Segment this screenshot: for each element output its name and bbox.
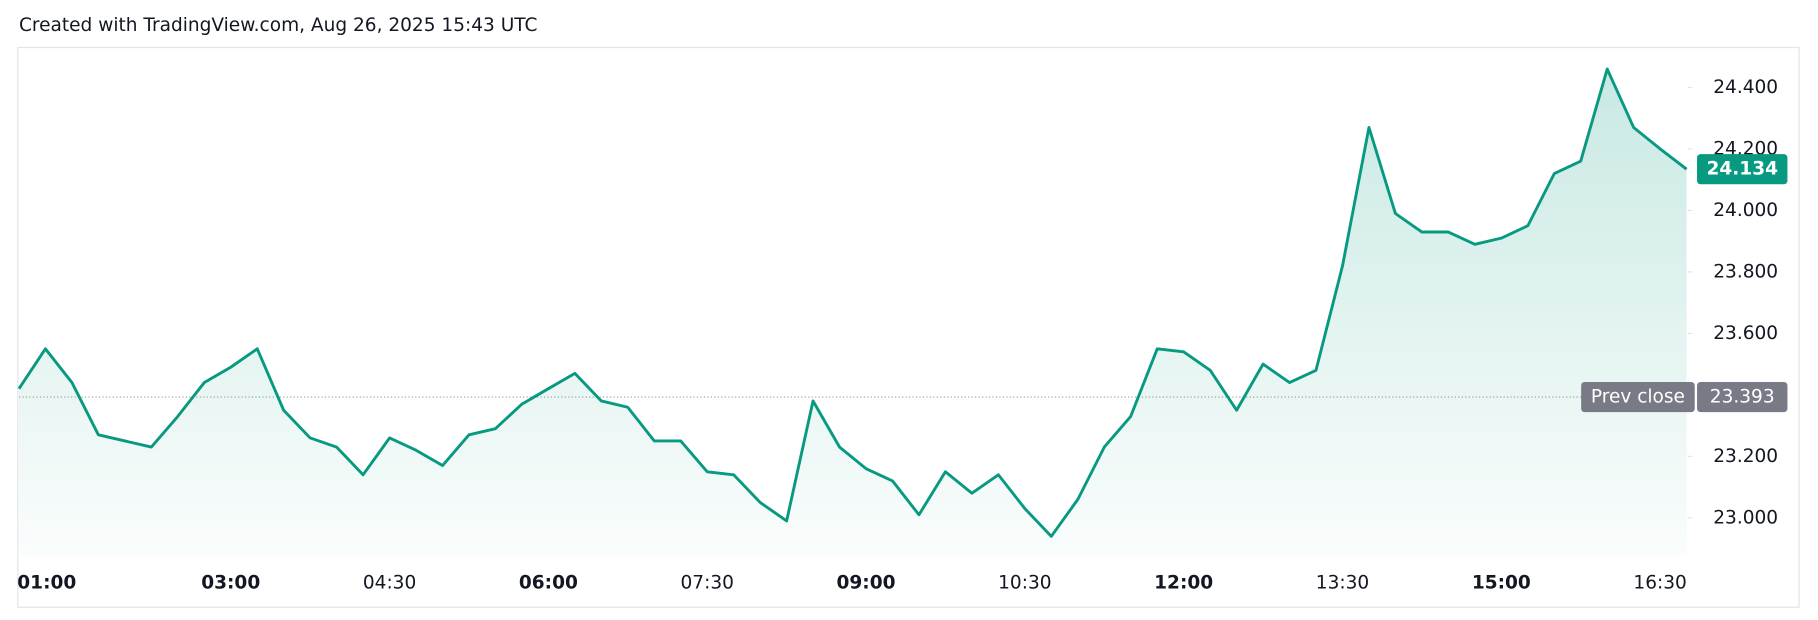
x-tick-label: 15:00 bbox=[1472, 572, 1531, 593]
area-fill bbox=[18, 69, 1687, 557]
x-tick-label: 04:30 bbox=[363, 572, 416, 593]
prev-close-tag bbox=[1697, 381, 1788, 413]
chart-title: Created with TradingView.com, Aug 26, 20… bbox=[19, 15, 537, 36]
y-tick-label: 24.000 bbox=[1713, 200, 1778, 221]
prev-close-name: Prev close bbox=[1591, 387, 1685, 408]
y-tick-label: 23.200 bbox=[1713, 446, 1778, 467]
y-tick-label: 23.000 bbox=[1713, 507, 1778, 528]
x-tick-label: 01:00 bbox=[17, 572, 76, 593]
x-tick-label: 12:00 bbox=[1154, 572, 1213, 593]
x-tick-label: 07:30 bbox=[681, 572, 734, 593]
y-tick-label: 23.600 bbox=[1713, 323, 1778, 344]
y-tick-label: 24.400 bbox=[1713, 77, 1778, 98]
price-line bbox=[17, 67, 1688, 538]
x-tick-label: 10:30 bbox=[998, 572, 1051, 593]
x-tick-label: 03:00 bbox=[201, 572, 260, 593]
prev-close-value: 23.393 bbox=[1710, 387, 1775, 408]
chart-frame bbox=[17, 46, 1800, 608]
last-price-label: 24.134 bbox=[1706, 159, 1778, 180]
x-tick-label: 16:30 bbox=[1633, 572, 1686, 593]
x-tick-label: 13:30 bbox=[1316, 572, 1369, 593]
y-tick-label: 23.800 bbox=[1713, 261, 1778, 282]
x-tick-label: 06:00 bbox=[519, 572, 578, 593]
x-tick-label: 09:00 bbox=[837, 572, 896, 593]
last-price-tag bbox=[1697, 154, 1788, 185]
prev-close-name-tag bbox=[1581, 381, 1695, 413]
